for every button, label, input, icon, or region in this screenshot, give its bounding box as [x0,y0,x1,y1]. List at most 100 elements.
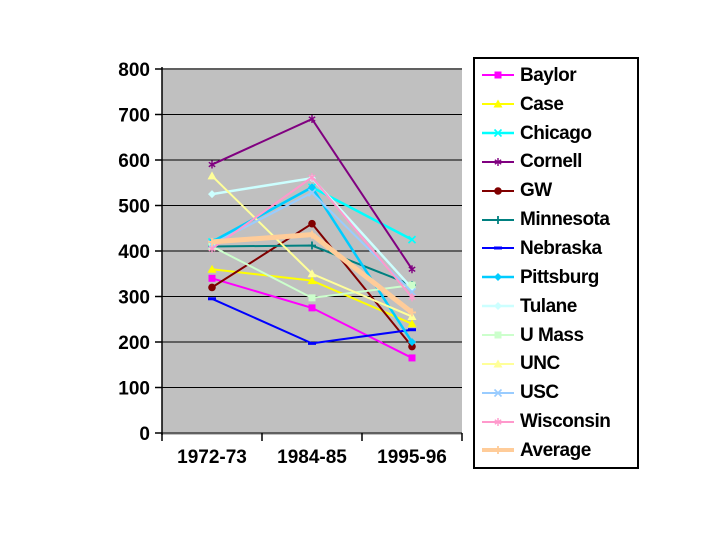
circle-marker [408,342,416,351]
plus-marker [308,241,316,250]
legend-item-chicago[interactable]: Chicago [481,120,637,147]
square-marker [208,274,216,282]
legend-label: U Mass [520,324,584,346]
x-legend-key-icon [482,129,514,138]
triangle-marker [307,276,317,285]
x-legend-key-icon [482,388,514,397]
circle-marker [494,186,502,195]
triangle-legend-key-icon [482,359,514,368]
legend-label: USC [520,382,559,404]
triangle-marker [207,171,217,180]
asterisk-marker [208,244,216,253]
diamond-marker [408,338,416,346]
dash-legend-key-icon [482,246,514,250]
x-axis-category-label: 1984-85 [277,447,347,468]
y-axis-tick-label: 700 [118,106,150,127]
legend-label: Case [520,93,564,115]
legend-label: Average [520,439,591,461]
series-wisconsin[interactable] [208,173,416,302]
legend-label: Wisconsin [520,411,611,433]
legend-label: Pittsburg [520,266,599,288]
y-axis-tick-label: 400 [118,242,150,263]
diamond-marker [494,273,502,282]
legend-item-case[interactable]: Case [481,91,637,118]
triangle-marker [493,99,503,108]
plus-marker [494,215,502,224]
square-legend-key-icon [482,331,514,339]
legend-item-average[interactable]: Average [481,437,637,464]
x-marker [493,129,503,138]
legend-label: Minnesota [520,209,610,231]
series-baylor[interactable] [208,274,416,362]
square-marker [308,304,316,312]
circle-legend-key-icon [482,186,514,195]
triangle-marker [207,264,217,273]
triangle-marker [493,359,503,368]
series-average[interactable] [208,230,416,317]
legend-label: Tulane [520,295,577,317]
square-marker [408,281,416,289]
y-axis-tick-label: 200 [118,333,150,354]
series-case[interactable] [207,264,417,328]
asterisk-marker [308,115,316,124]
triangle-legend-key-icon [482,99,514,108]
legend-item-unc[interactable]: UNC [481,350,637,377]
plus-marker [208,237,216,246]
legend-label: Cornell [520,151,582,173]
y-axis-tick-label: 300 [118,288,150,309]
circle-marker [308,219,316,228]
legend-item-cornell[interactable]: Cornell [481,148,637,175]
square-marker [308,294,316,302]
legend-label: Chicago [520,122,592,144]
legend-item-minnesota[interactable]: Minnesota [481,206,637,233]
diamond-marker [308,183,316,192]
triangle-marker [407,319,417,328]
plus-marker [408,308,416,317]
y-axis-tick-label: 500 [118,197,150,218]
x-marker [407,235,417,244]
series-gw[interactable] [208,219,416,351]
legend-item-u-mass[interactable]: U Mass [481,322,637,349]
y-axis-tick-label: 0 [139,424,150,445]
series-unc[interactable] [207,171,417,321]
plus-marker [494,446,502,455]
diamond-legend-key-icon [482,302,514,311]
legend-item-tulane[interactable]: Tulane [481,293,637,320]
dash-marker [308,341,316,345]
square-marker [494,71,502,79]
asterisk-legend-key-icon [482,417,514,426]
x-axis-category-label: 1972-73 [177,447,247,468]
y-axis-tick-label: 600 [118,151,150,172]
legend-item-nebraska[interactable]: Nebraska [481,235,637,262]
asterisk-marker [208,160,216,169]
x-marker [493,388,503,397]
diamond-marker [494,302,502,311]
x-axis-category-label: 1995-96 [377,447,447,468]
plus-marker [308,230,316,239]
legend-item-gw[interactable]: GW [481,177,637,204]
chart-legend[interactable]: Baylor Case Chicago Cornell GW Minnesota Nebra… [473,57,639,469]
legend-item-baylor[interactable]: Baylor [481,62,637,89]
series-cornell[interactable] [208,115,416,274]
dash-marker [408,328,416,332]
asterisk-legend-key-icon [482,157,514,166]
legend-label: UNC [520,353,560,375]
legend-item-usc[interactable]: USC [481,379,637,406]
plus-legend-key-icon [482,215,514,224]
legend-label: Nebraska [520,237,602,259]
asterisk-marker [494,157,502,166]
diamond-legend-key-icon [482,273,514,282]
y-axis-tick-label: 800 [118,60,150,81]
diamond-marker [208,190,216,199]
legend-label: Baylor [520,64,577,86]
legend-item-pittsburg[interactable]: Pittsburg [481,264,637,291]
series-nebraska[interactable] [208,297,416,345]
square-marker [494,331,502,339]
legend-item-wisconsin[interactable]: Wisconsin [481,408,637,435]
legend-label: GW [520,180,552,202]
square-legend-key-icon [482,71,514,79]
square-marker [408,354,416,362]
asterisk-marker [494,417,502,426]
